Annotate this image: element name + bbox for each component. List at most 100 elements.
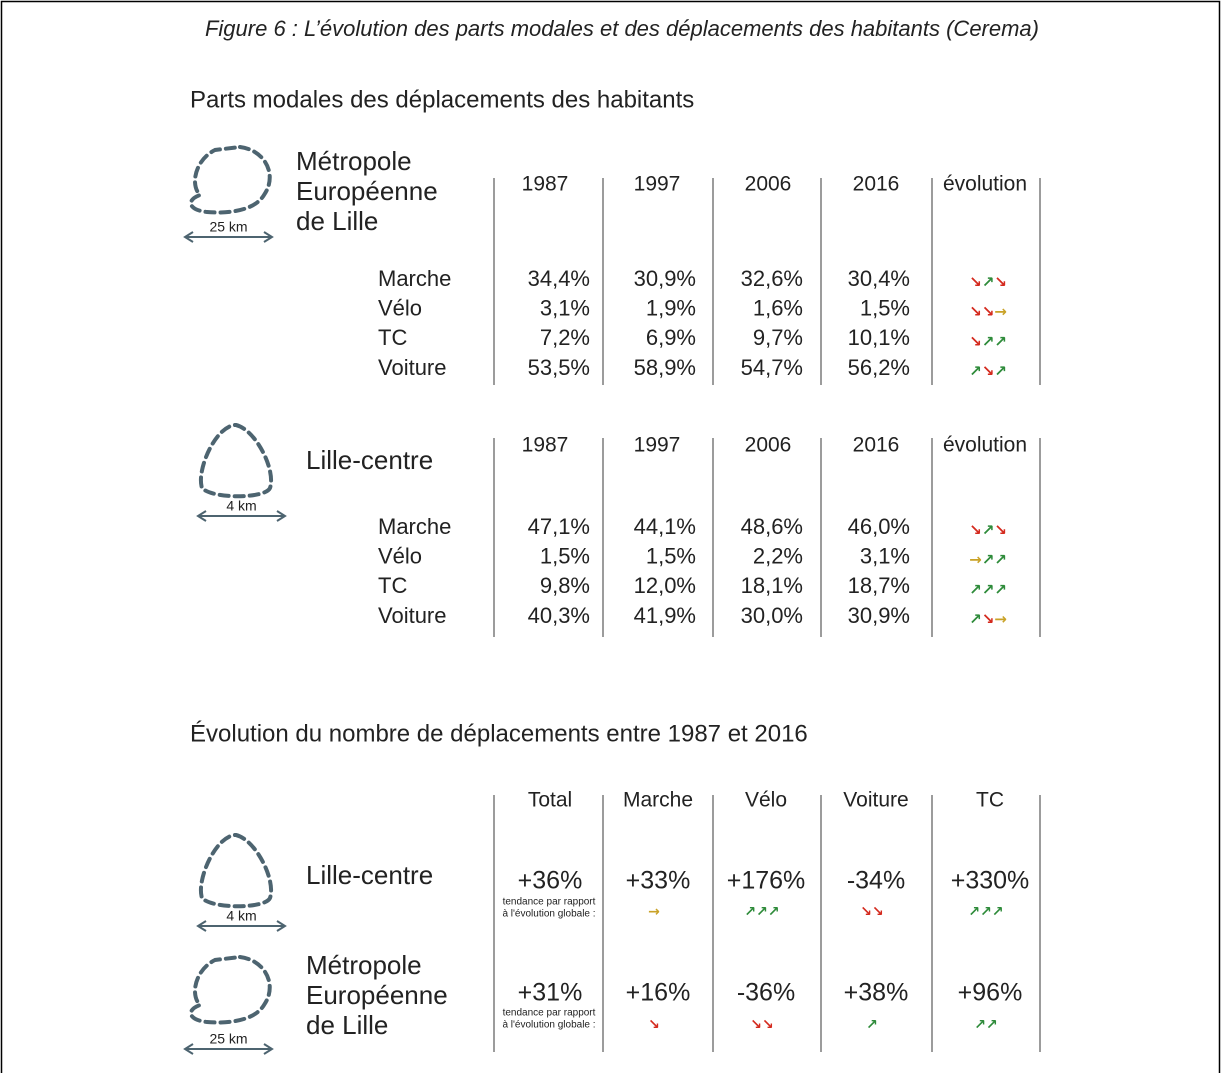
mode-label: Voiture [378, 603, 447, 628]
trip-value: +31% [518, 979, 583, 1007]
share-value: 30,4% [848, 266, 910, 291]
share-value: 40,3% [528, 603, 590, 628]
region-name: Métropole [306, 950, 422, 980]
trend-arrows: ↗↗ [974, 1017, 997, 1033]
share-value: 54,7% [741, 355, 803, 380]
trip-value: +33% [626, 867, 691, 895]
share-value: 34,4% [528, 266, 590, 291]
mode-label: Vélo [378, 296, 422, 321]
trend-arrows: →↗↗ [969, 550, 1007, 568]
section-heading: Parts modales des déplacements des habit… [190, 86, 694, 113]
share-value: 18,7% [848, 573, 910, 598]
column-header: 2006 [745, 434, 792, 457]
region-name: de Lille [306, 1010, 388, 1040]
share-value: 3,1% [860, 544, 910, 569]
column-header: 1987 [522, 434, 569, 457]
share-value: 9,8% [540, 573, 590, 598]
trend-arrows: ↗↗↗ [744, 904, 779, 920]
mode-label: Marche [378, 266, 451, 291]
share-value: 2,2% [753, 544, 803, 569]
trend-arrows: ↗ [866, 1017, 878, 1033]
mode-label: Voiture [378, 355, 447, 380]
share-value: 30,0% [741, 603, 803, 628]
share-value: 3,1% [540, 296, 590, 321]
mode-label: Marche [378, 514, 451, 539]
column-header: TC [976, 789, 1004, 812]
trend-arrows: ↗↗↗ [968, 904, 1003, 920]
scale-arrow [196, 920, 287, 932]
trip-value: +16% [626, 979, 691, 1007]
trend-arrows: ↘↗↘ [969, 273, 1007, 291]
mode-label: TC [378, 573, 407, 598]
mode-label: Vélo [378, 544, 422, 569]
share-value: 41,9% [634, 603, 696, 628]
share-value: 1,9% [646, 296, 696, 321]
share-value: 53,5% [528, 355, 590, 380]
note: tendance par rapport [503, 897, 596, 908]
share-value: 1,5% [540, 544, 590, 569]
share-value: 32,6% [741, 266, 803, 291]
share-value: 56,2% [848, 355, 910, 380]
share-value: 1,6% [753, 296, 803, 321]
region-name: Lille-centre [306, 860, 433, 890]
trend-arrows: ↘↘ [750, 1017, 773, 1033]
share-value: 30,9% [634, 266, 696, 291]
trend-arrows: ↗↘→ [969, 610, 1007, 628]
column-header: Voiture [843, 789, 908, 812]
trip-value: -36% [737, 979, 795, 1007]
share-value: 30,9% [848, 603, 910, 628]
share-value: 1,5% [860, 296, 910, 321]
region-name: Métropole [296, 146, 412, 176]
region-name: Européenne [296, 176, 438, 206]
column-header: 2016 [853, 434, 900, 457]
scale-arrow [183, 1043, 274, 1055]
share-value: 46,0% [848, 514, 910, 539]
trip-value: -34% [847, 867, 905, 895]
column-header: Marche [623, 789, 693, 812]
share-value: 7,2% [540, 325, 590, 350]
scale-label: 4 km [226, 908, 256, 924]
share-value: 58,9% [634, 355, 696, 380]
trend-arrows: ↘↘→ [969, 302, 1007, 320]
trip-value: +38% [844, 979, 909, 1007]
note: à l'évolution globale : [502, 1020, 595, 1031]
scale-label: 4 km [226, 498, 256, 514]
region-name: de Lille [296, 206, 378, 236]
column-header: évolution [943, 173, 1027, 196]
share-value: 18,1% [741, 573, 803, 598]
share-value: 47,1% [528, 514, 590, 539]
region-name: Européenne [306, 980, 448, 1010]
share-value: 10,1% [848, 325, 910, 350]
trend-arrows: ↘↗↘ [969, 521, 1007, 539]
share-value: 1,5% [646, 544, 696, 569]
area-icon [189, 144, 272, 215]
area-icon [198, 422, 274, 499]
column-header: 1997 [634, 173, 681, 196]
column-header: 1997 [634, 434, 681, 457]
share-value: 48,6% [741, 514, 803, 539]
column-header: évolution [943, 434, 1027, 457]
share-value: 9,7% [753, 325, 803, 350]
area-icon [198, 832, 274, 909]
region-name: Lille-centre [306, 445, 433, 475]
trend-arrows: ↘ [648, 1017, 660, 1033]
share-value: 6,9% [646, 325, 696, 350]
trip-value: +176% [727, 867, 806, 895]
area-icon [189, 954, 272, 1025]
trend-arrows: ↘↘ [860, 904, 883, 920]
trend-arrows: ↗↘↗ [969, 362, 1007, 380]
scale-arrow [196, 510, 287, 522]
note: tendance par rapport [503, 1008, 596, 1019]
note: à l'évolution globale : [502, 909, 595, 920]
trip-value: +36% [518, 867, 583, 895]
column-header: 1987 [522, 173, 569, 196]
share-value: 12,0% [634, 573, 696, 598]
figure-title: Figure 6 : L’évolution des parts modales… [205, 16, 1039, 41]
trip-value: +330% [951, 867, 1030, 895]
trend-arrows: ↗↗↗ [969, 580, 1007, 598]
trend-arrows: → [648, 904, 660, 920]
scale-label: 25 km [209, 219, 247, 235]
mode-label: TC [378, 325, 407, 350]
scale-label: 25 km [209, 1031, 247, 1047]
